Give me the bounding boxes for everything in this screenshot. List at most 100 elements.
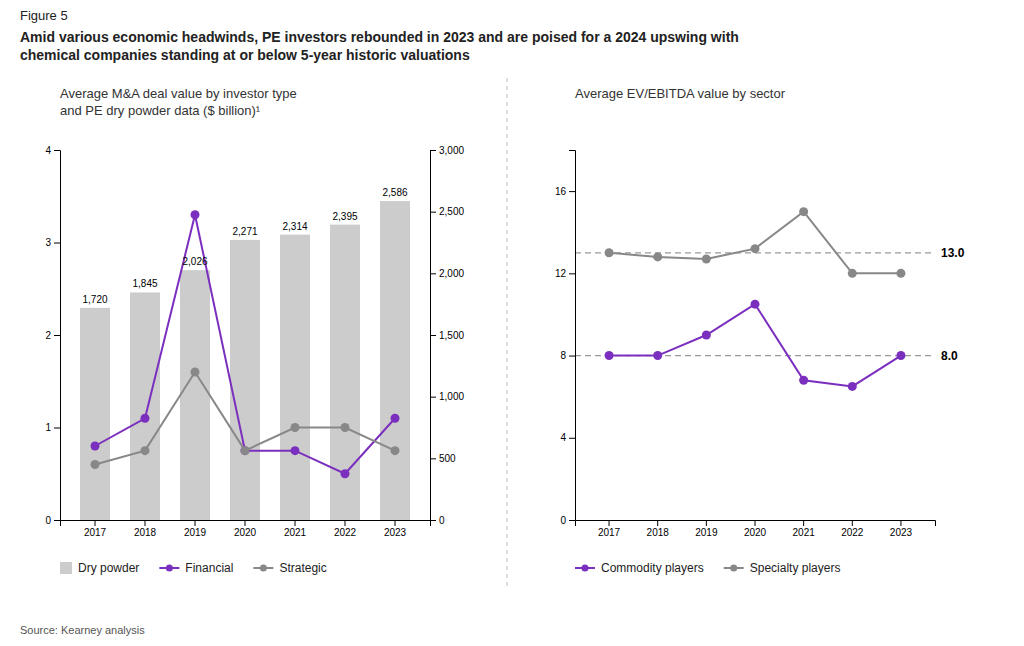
tick-mark <box>430 150 436 151</box>
tick-mark <box>657 520 658 526</box>
point <box>341 469 350 478</box>
tick-mark <box>54 150 60 151</box>
x-axis: 2017201820192020202120222023 <box>61 520 431 538</box>
figure-label: Figure 5 <box>20 8 68 23</box>
subtitle: Average M&A deal value by investor typea… <box>60 86 297 118</box>
point <box>341 423 350 432</box>
point <box>605 248 614 257</box>
point <box>241 446 250 455</box>
tick-label: 500 <box>439 453 456 464</box>
tick: 2017 <box>598 520 621 538</box>
panel-divider <box>507 78 508 590</box>
point <box>799 376 808 385</box>
data-label: 2,586 <box>382 187 407 198</box>
point <box>799 207 808 216</box>
tick: 4 <box>45 145 60 156</box>
tick-mark <box>569 520 575 521</box>
tick: 8 <box>560 350 575 361</box>
tick: 0 <box>430 515 445 526</box>
subtitle: Average EV/EBITDA value by sector <box>575 86 786 101</box>
line-series <box>605 207 906 278</box>
tick: 2021 <box>793 520 816 538</box>
legend-label: Strategic <box>279 561 326 575</box>
axis-line <box>431 151 437 521</box>
tick-label: 2022 <box>841 527 864 538</box>
bar <box>230 240 260 520</box>
tick-mark <box>569 438 575 439</box>
tick-mark <box>569 273 575 274</box>
tick-mark <box>245 520 246 526</box>
bar-series <box>80 201 410 520</box>
tick-label: 2,000 <box>439 268 464 279</box>
tick-mark <box>430 273 436 274</box>
plot-area <box>575 207 935 391</box>
point <box>291 423 300 432</box>
bar <box>280 235 310 520</box>
tick-mark <box>803 520 804 526</box>
tick: 16 <box>555 186 575 197</box>
point <box>896 351 905 360</box>
title: Amid various economic headwinds, PE inve… <box>20 29 739 63</box>
point <box>848 382 857 391</box>
legend-item: Commodity players <box>575 561 704 575</box>
tick: 500 <box>430 453 456 464</box>
tick: 2 <box>45 330 60 341</box>
tick-label: 2019 <box>184 527 207 538</box>
legend-item: Financial <box>159 561 233 575</box>
data-label: 1,845 <box>132 278 157 289</box>
tick-mark <box>395 520 396 526</box>
tick-label: 0 <box>560 515 566 526</box>
tick: 0 <box>45 515 60 526</box>
chart-canvas: Figure 5 Amid various economic headwinds,… <box>0 0 1024 646</box>
tick-mark <box>430 397 436 398</box>
y2-axis: 05001,0001,5002,0002,5003,000 <box>430 145 464 526</box>
legend-label: Dry powder <box>78 561 139 575</box>
y-axis: 0 1 2 3 4 <box>45 145 60 526</box>
point <box>291 446 300 455</box>
point <box>91 442 100 451</box>
legend-item: Specialty players <box>724 561 841 575</box>
line-series <box>605 300 906 391</box>
tick-mark <box>54 335 60 336</box>
tick: 2,000 <box>430 268 464 279</box>
legend-swatch <box>60 562 72 574</box>
tick-mark <box>195 520 196 526</box>
tick: 12 <box>555 268 575 279</box>
point <box>653 351 662 360</box>
tick: 2021 <box>284 520 307 538</box>
data-label: 2,271 <box>232 226 257 237</box>
tick: 1,000 <box>430 391 464 402</box>
tick: 2023 <box>384 520 407 538</box>
tick-label: 2 <box>45 330 51 341</box>
point <box>391 446 400 455</box>
tick-mark <box>609 520 610 526</box>
tick-label: 2019 <box>695 527 718 538</box>
plot-area <box>80 201 410 520</box>
point <box>191 210 200 219</box>
point <box>191 368 200 377</box>
labels: 1,7201,8452,0262,2712,3142,3952,586 <box>82 187 407 305</box>
tick-label: 2018 <box>134 527 157 538</box>
tick-mark <box>95 520 96 526</box>
tick-label: 3 <box>45 237 51 248</box>
legend-item: Dry powder <box>60 561 139 575</box>
legend: Dry powder Financial Strategic <box>60 561 327 575</box>
axis-line <box>576 521 936 527</box>
tick: 0 <box>560 515 575 526</box>
tick-mark <box>900 520 901 526</box>
source: Source: Kearney analysis <box>20 624 145 636</box>
point <box>653 252 662 261</box>
reference-label: 13.0 <box>941 246 965 260</box>
tick-label: 1 <box>45 422 51 433</box>
axis-line <box>61 521 431 527</box>
tick-label: 2022 <box>334 527 357 538</box>
tick-label: 2018 <box>647 527 670 538</box>
point <box>751 244 760 253</box>
legend-marker <box>166 565 173 572</box>
axis-line <box>54 151 61 521</box>
axis-line <box>569 151 576 521</box>
point <box>391 414 400 423</box>
tick: 4 <box>560 432 575 443</box>
tick: 2018 <box>647 520 670 538</box>
legend-marker <box>730 565 737 572</box>
